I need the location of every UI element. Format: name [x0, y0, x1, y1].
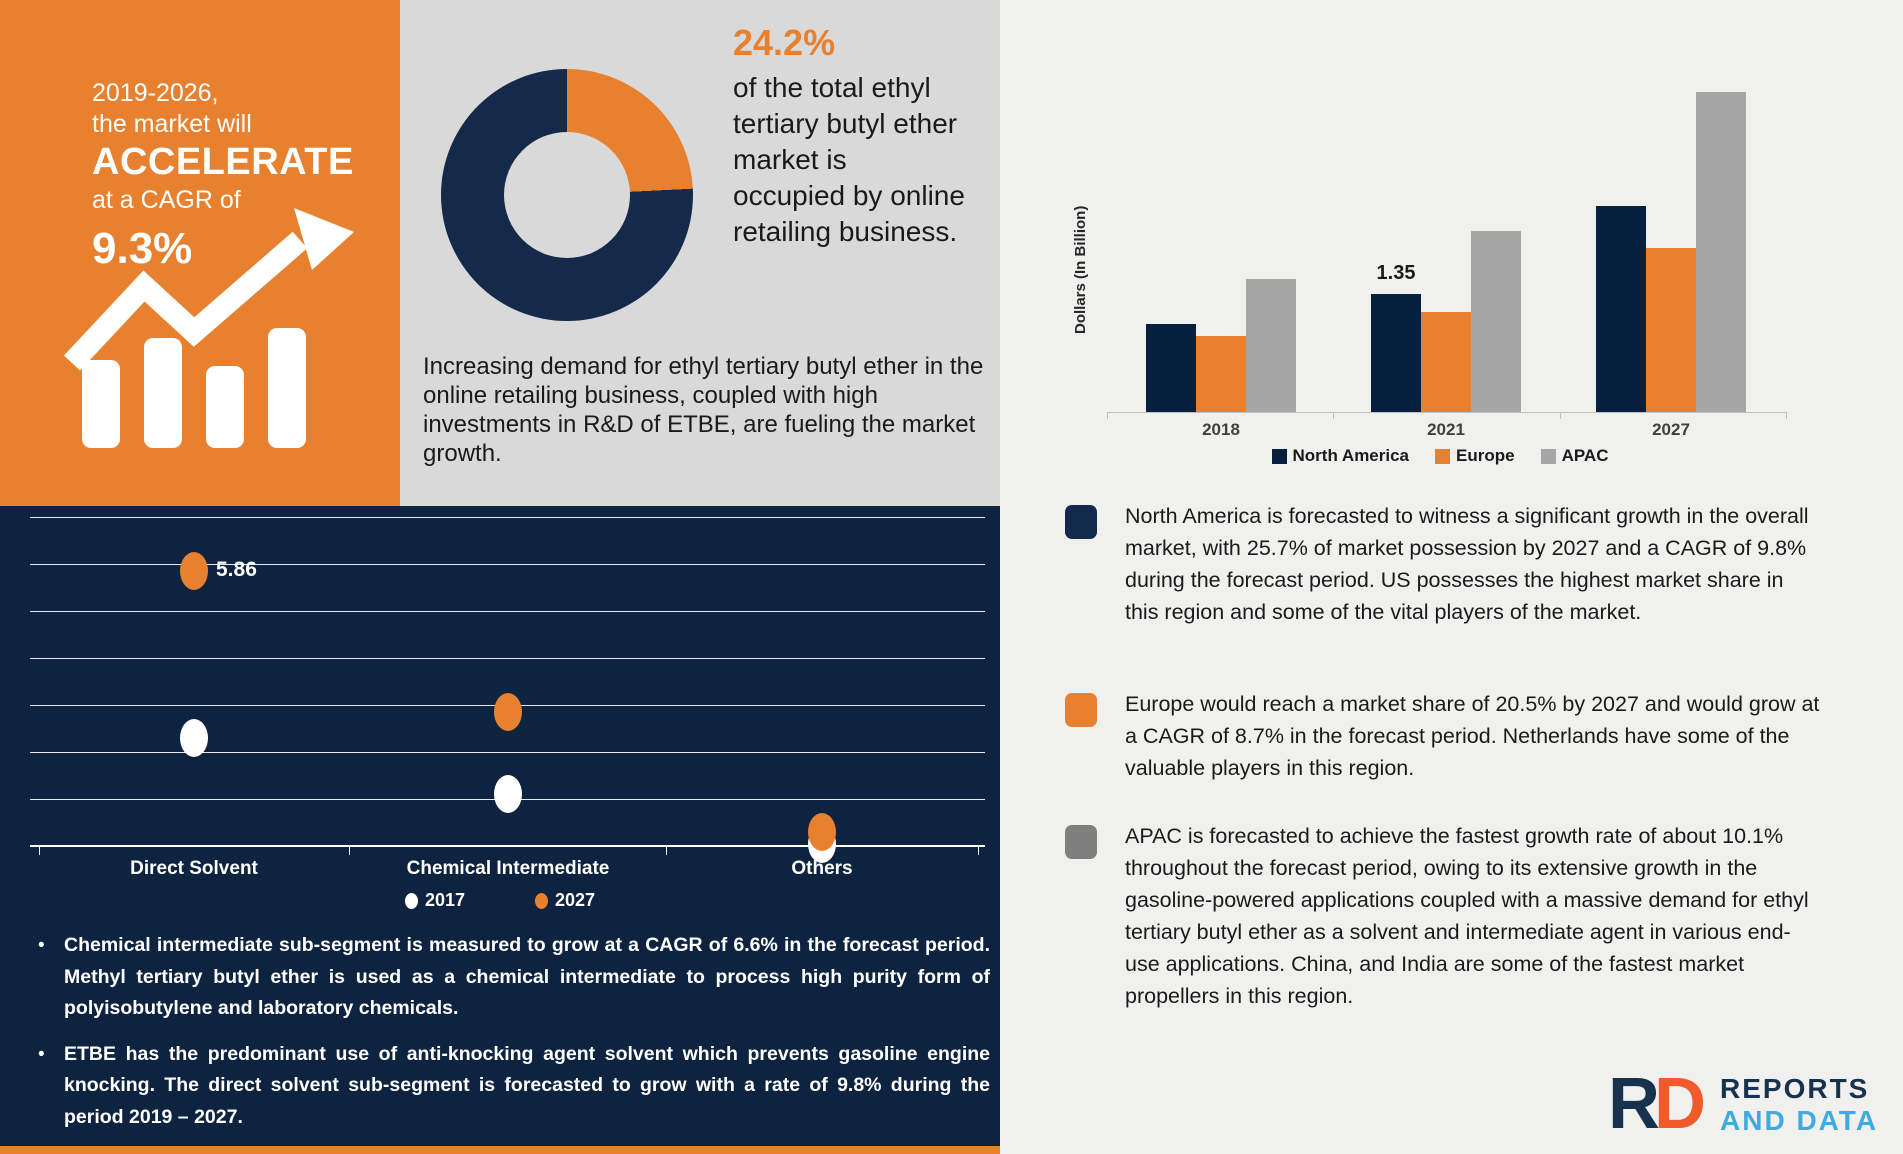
donut-headline: of the total ethyl tertiary butyl ether …	[733, 72, 965, 247]
region-bullet-europe-text: Europe would reach a market share of 20.…	[1125, 692, 1820, 780]
legend-2027-label: 2027	[555, 890, 596, 910]
reports-and-data-logo: R D REPORTS AND DATA	[1608, 1068, 1878, 1140]
dot-category-Chemical Intermediate: Chemical Intermediate	[406, 858, 610, 879]
dot-legend-2027: 2027	[535, 890, 595, 911]
region-bullet-europe-square	[1065, 693, 1097, 727]
dot-plot-gridline	[30, 564, 985, 565]
bar-year-2021: 2021	[1427, 420, 1465, 439]
bar-Europe-2018	[1196, 336, 1246, 412]
bar-axis-tick	[1560, 412, 1561, 419]
donut-body-text: Increasing demand for ethyl tertiary but…	[423, 353, 984, 467]
legend-europe-label: Europe	[1456, 446, 1515, 465]
bar-North America-2027	[1596, 206, 1646, 412]
dot-2027-Chemical Intermediate	[494, 693, 522, 732]
bar-chart-data-label: 1.35	[1376, 262, 1416, 284]
logo-reports-text: REPORTS	[1720, 1073, 1869, 1104]
bar-chart-x-axis	[1107, 412, 1786, 413]
promo-panel: 2019-2026, the market will ACCELERATE at…	[0, 0, 400, 506]
bar-axis-tick	[1786, 412, 1787, 419]
promo-cagr-value: 9.3%	[92, 223, 193, 273]
bar-North America-2021	[1371, 294, 1421, 412]
donut-highlight-value: 24.2%	[733, 22, 836, 63]
bar-North America-2018	[1146, 324, 1196, 412]
bullet-dot: •	[38, 1043, 45, 1065]
dot-plot-gridline	[30, 752, 985, 753]
legend-2017-label: 2017	[424, 890, 465, 910]
bottom-accent-strip	[0, 1146, 1000, 1154]
bullet-dot: •	[38, 935, 45, 956]
promo-period: 2019-2026,	[92, 79, 219, 107]
bar-legend-europe: Europe	[1435, 446, 1515, 466]
segment-bullet-2-text: ETBE has the predominant use of anti-kno…	[64, 1042, 990, 1128]
donut-hole	[504, 132, 630, 258]
promo-accelerate: ACCELERATE	[92, 141, 354, 183]
bar-axis-tick	[1333, 412, 1334, 419]
dot-category-Others: Others	[791, 858, 853, 879]
dot-plot-gridline	[30, 517, 985, 518]
region-bullet-na-square	[1065, 505, 1097, 539]
dot-2017-Direct Solvent	[180, 718, 208, 757]
segment-bullet-2: • ETBE has the predominant use of anti-k…	[38, 1039, 990, 1134]
segment-bullet-1-text: Chemical intermediate sub-segment is mea…	[64, 934, 990, 1019]
legend-north-america-swatch	[1271, 448, 1287, 464]
bar-APAC-2018	[1246, 279, 1296, 412]
segment-bullet-1: • Chemical intermediate sub-segment is m…	[38, 930, 990, 1025]
dot-2017-Chemical Intermediate	[494, 775, 522, 814]
dot-plot-axis-tick	[978, 847, 979, 855]
logo-d-mark: D	[1654, 1068, 1706, 1140]
dot-plot-legend: 2017 2027	[300, 890, 700, 911]
dot-2027-Direct Solvent	[180, 551, 208, 590]
region-bullet-na-text: North America is forecasted to witness a…	[1125, 504, 1809, 624]
donut-chart	[441, 69, 693, 321]
bar-Europe-2021	[1421, 312, 1471, 412]
promo-text-block: 2019-2026, the market will ACCELERATE at…	[92, 78, 354, 276]
bar-Europe-2027	[1646, 248, 1696, 412]
right-panel: Dollars (In Billion) 1.35 2018 2021 2027 N…	[1000, 0, 1903, 1154]
logo-r-mark: R	[1608, 1068, 1660, 1140]
legend-apac-swatch	[1540, 448, 1556, 464]
region-bullet-apac-square	[1065, 825, 1097, 859]
bar-axis-tick	[1107, 412, 1108, 419]
legend-north-america-label: North America	[1292, 446, 1410, 465]
logo-and-data-text: AND DATA	[1720, 1105, 1878, 1136]
dot-plot-data-label: 5.86	[216, 558, 257, 581]
dot-legend-2017: 2017	[404, 890, 465, 911]
bar-year-2018: 2018	[1202, 420, 1240, 439]
dot-plot-gridline	[30, 658, 985, 659]
dot-plot-axis-tick	[666, 847, 667, 855]
promo-line4: at a CAGR of	[92, 186, 241, 215]
dot-category-Direct Solvent: Direct Solvent	[130, 858, 258, 879]
dot-plot-gridline	[30, 611, 985, 612]
bar-APAC-2027	[1696, 92, 1746, 412]
legend-2017-swatch	[404, 892, 418, 909]
legend-2027-swatch	[535, 892, 548, 909]
bar-APAC-2021	[1471, 231, 1521, 412]
bar-year-2027: 2027	[1652, 420, 1690, 439]
bar-legend-north-america: North America	[1271, 446, 1410, 466]
bar-legend-apac: APAC	[1540, 446, 1609, 466]
segment-bullet-list: • Chemical intermediate sub-segment is m…	[38, 930, 990, 1147]
bar-chart-plot-area	[1000, 0, 1903, 412]
bar-chart-legend: North America Europe APAC	[1100, 446, 1780, 466]
dot-plot-axis-tick	[39, 847, 40, 855]
dot-2027-Others	[808, 812, 836, 851]
growth-chart-arrow-icon	[63, 208, 354, 448]
dot-plot-axis	[30, 845, 985, 847]
legend-apac-label: APAC	[1561, 446, 1609, 465]
region-bullet-apac-text: APAC is forecasted to achieve the fastes…	[1125, 824, 1809, 1008]
legend-europe-swatch	[1435, 448, 1451, 464]
dot-plot-axis-tick	[349, 847, 350, 855]
dot-plot-panel: Direct Solvent Chemical Intermediate Other…	[0, 506, 1000, 1146]
promo-line2: the market will	[92, 109, 252, 138]
